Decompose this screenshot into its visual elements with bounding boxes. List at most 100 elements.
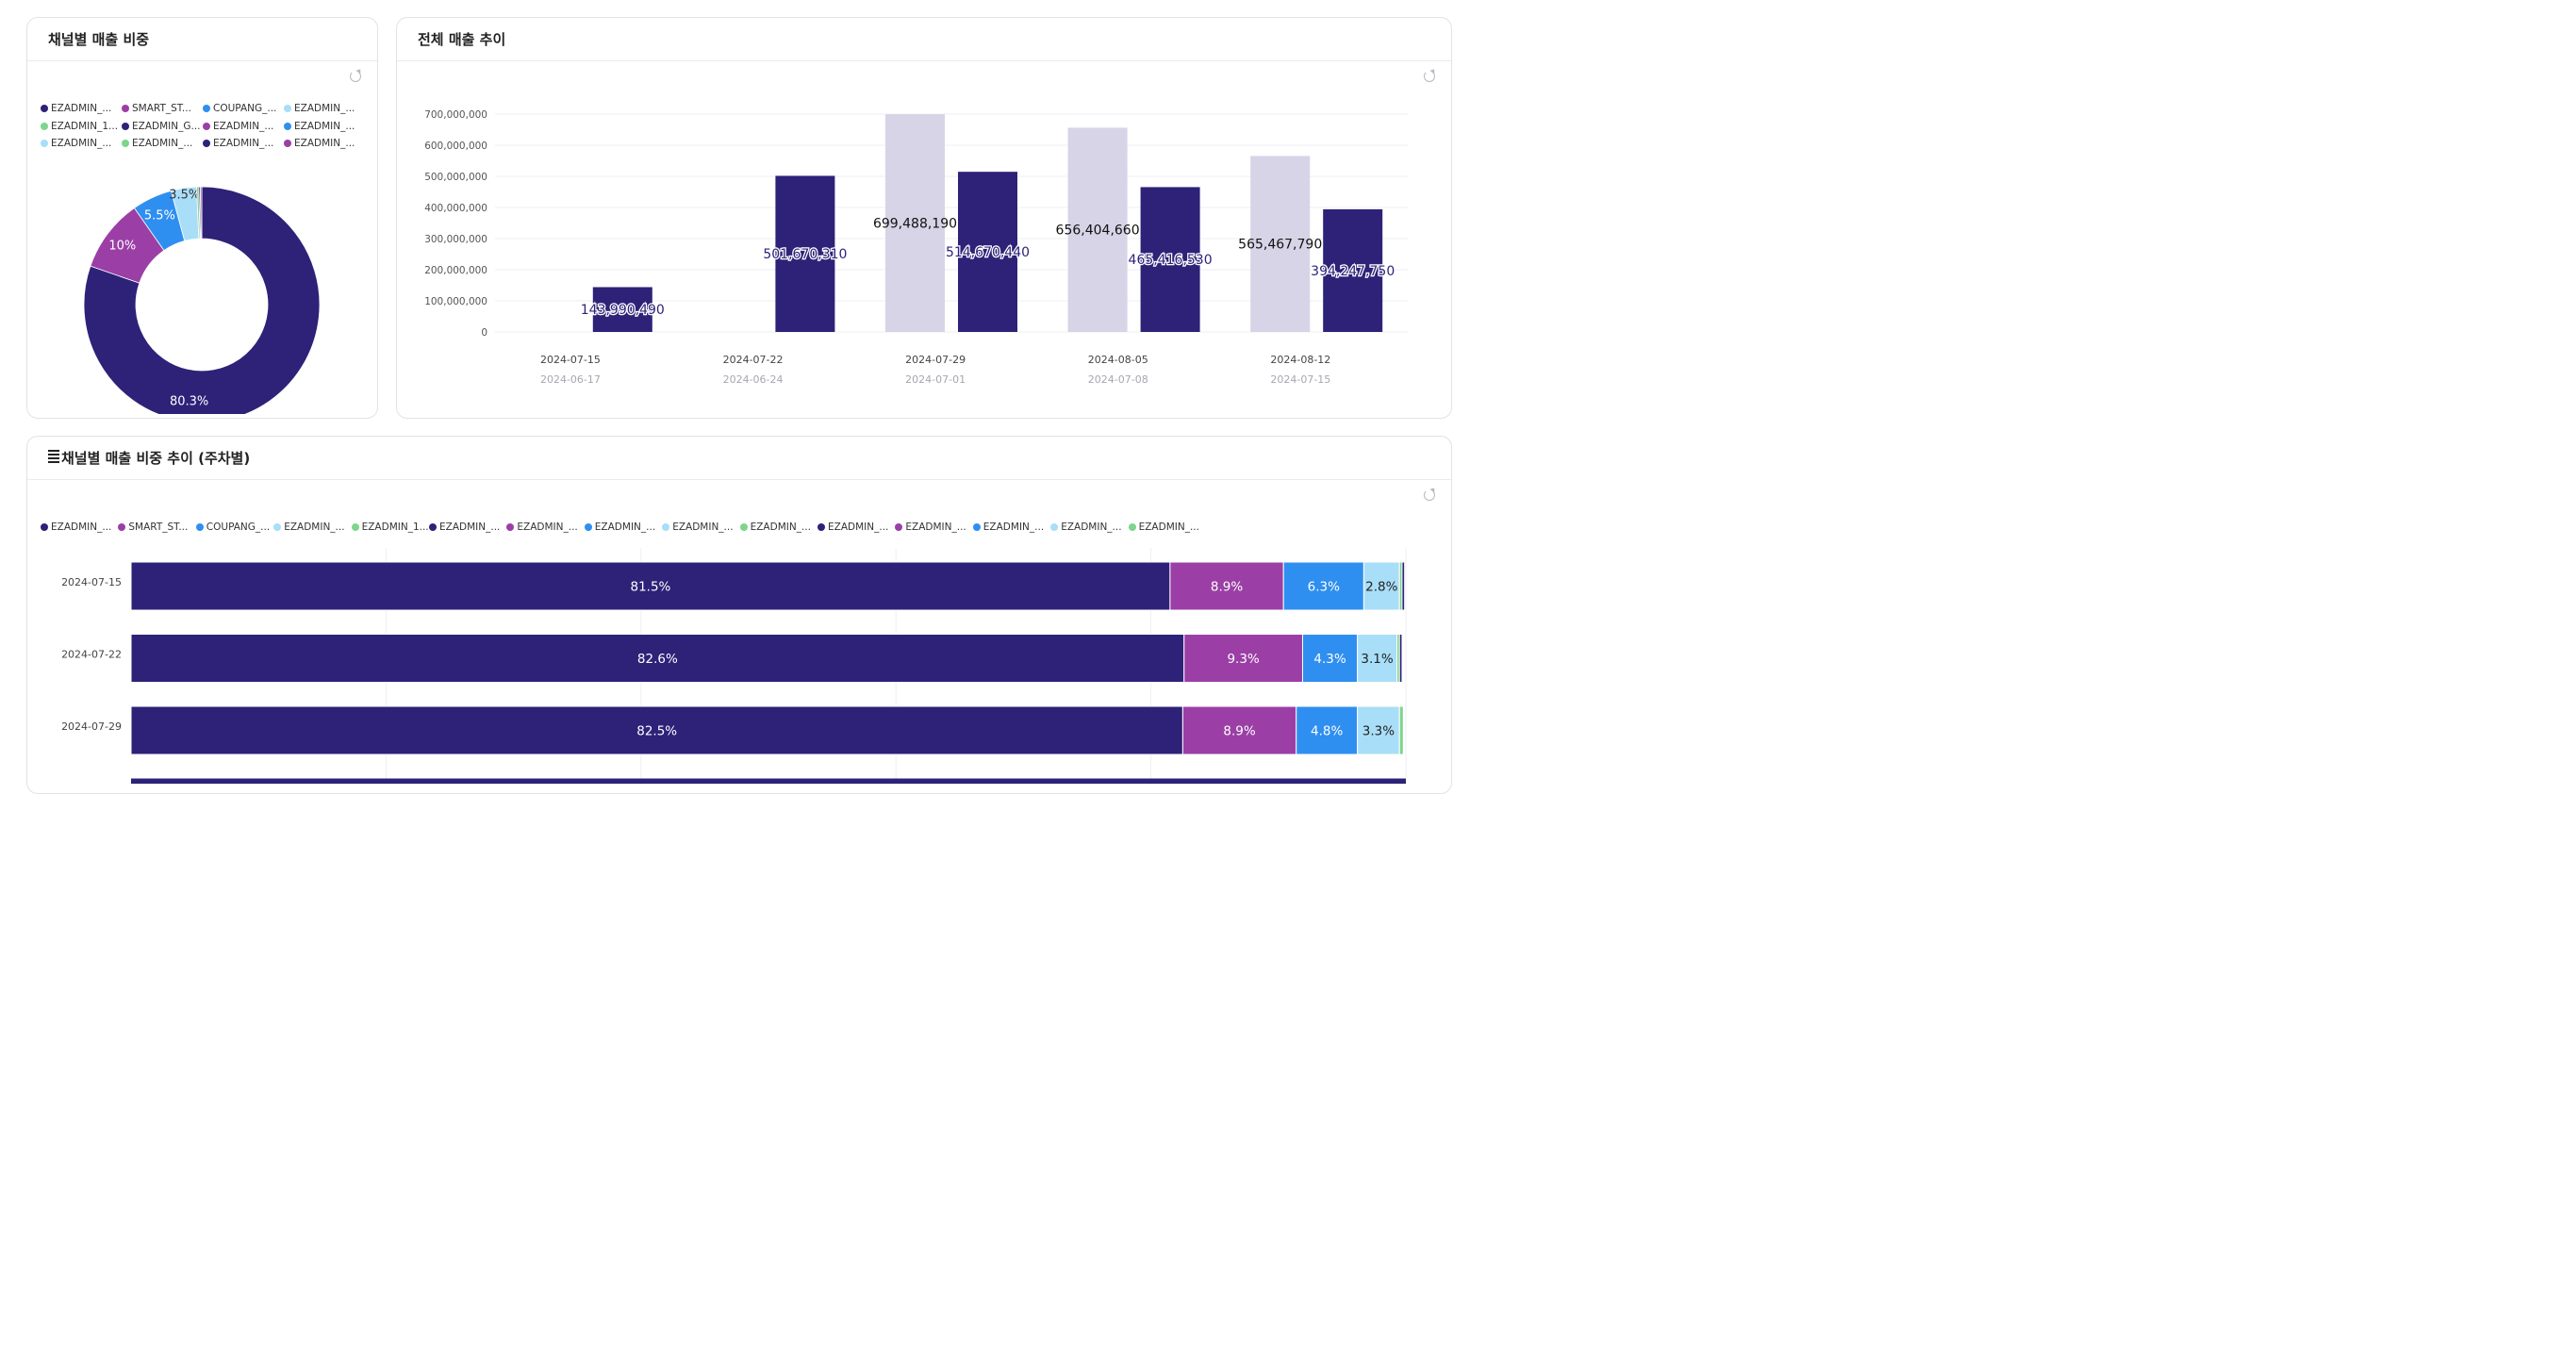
weekly-channel-share-card: 채널별 매출 비중 추이 (주차별) EZADMIN_... SMART_ST..…: [26, 436, 1452, 794]
stack-segment[interactable]: [1362, 561, 1400, 611]
legend-item[interactable]: EZADMIN_1...: [351, 522, 429, 533]
legend-label: EZADMIN_...: [983, 522, 1045, 533]
x-tick-label: 2024-08-12: [1270, 354, 1330, 366]
legend-item[interactable]: EZADMIN_...: [284, 103, 355, 114]
bar-previous-label: 699,488,190: [873, 217, 957, 232]
legend-label: EZADMIN_1...: [361, 522, 429, 533]
refresh-icon[interactable]: [1424, 71, 1435, 82]
legend-item[interactable]: EZADMIN_...: [284, 121, 355, 132]
legend-item[interactable]: COUPANG_...: [195, 522, 270, 533]
stack-segment-label: 82.6%: [637, 652, 678, 667]
stack-segment[interactable]: [1401, 561, 1406, 611]
y-tick-label: 200,000,000: [424, 265, 487, 276]
legend-item[interactable]: EZADMIN_...: [584, 522, 655, 533]
stack-segment-label: 4.3%: [1313, 652, 1346, 667]
legend-item[interactable]: EZADMIN_...: [41, 138, 111, 149]
x-tick-label: 2024-08-05: [1088, 354, 1148, 366]
x-subtick-label: 2024-06-17: [540, 373, 601, 386]
bar-current[interactable]: [1323, 208, 1383, 332]
pie-legend: EZADMIN_... SMART_ST... COUPANG_... EZADMIN…: [41, 103, 371, 159]
weekly-channel-share-title-text: 채널별 매출 비중 추이 (주차별): [61, 450, 251, 467]
legend-item[interactable]: EZADMIN_...: [122, 138, 192, 149]
x-subtick-label: 2024-07-15: [1270, 373, 1330, 386]
legend-item[interactable]: EZADMIN_...: [203, 121, 273, 132]
legend-label: EZADMIN_...: [1061, 522, 1122, 533]
legend-dot: [584, 523, 592, 531]
legend-item[interactable]: EZADMIN_...: [429, 522, 500, 533]
stack-segment[interactable]: [1169, 561, 1284, 611]
donut-slice-label: 10%: [108, 239, 136, 253]
legend-dot: [41, 523, 48, 531]
stack-segment[interactable]: [1398, 634, 1403, 683]
bar-current-label: 394,247,750: [1311, 264, 1395, 279]
stack-segment-label: 3.3%: [1362, 724, 1395, 739]
stack-segment-label: 4.8%: [1311, 724, 1343, 739]
legend-item[interactable]: EZADMIN_...: [273, 522, 345, 533]
legend-item[interactable]: EZADMIN_...: [817, 522, 888, 533]
y-tick-label: 500,000,000: [424, 172, 487, 183]
stack-segment[interactable]: [1357, 634, 1398, 683]
legend-label: COUPANG_...: [213, 103, 277, 114]
stacked-share-chart: 2024-07-15 81.5% 8.9% 6.3% 2.8% 2024-07-22 82.…: [61, 548, 1407, 785]
stack-row-partial[interactable]: [131, 778, 1406, 785]
stack-segment[interactable]: [1282, 561, 1364, 611]
stack-segment[interactable]: [130, 634, 1185, 683]
legend-label: EZADMIN_...: [517, 522, 578, 533]
legend-item[interactable]: EZADMIN_...: [662, 522, 734, 533]
legend-label: SMART_ST...: [132, 103, 191, 114]
legend-item[interactable]: EZADMIN_G...: [122, 121, 201, 132]
stack-segment[interactable]: [130, 561, 1171, 611]
legend-label: EZADMIN_...: [750, 522, 811, 533]
legend-item[interactable]: EZADMIN_...: [284, 138, 355, 149]
legend-dot: [41, 140, 48, 147]
legend-item[interactable]: EZADMIN_1...: [41, 121, 118, 132]
legend-label: EZADMIN_...: [828, 522, 889, 533]
refresh-icon[interactable]: [350, 71, 361, 82]
bar-current[interactable]: [958, 172, 1017, 332]
legend-item[interactable]: EZADMIN_...: [972, 522, 1045, 533]
legend-item[interactable]: EZADMIN_...: [41, 522, 111, 533]
legend-dot: [662, 523, 670, 531]
legend-dot: [118, 523, 126, 531]
bar-previous-label: 565,467,790: [1238, 238, 1322, 253]
legend-item[interactable]: EZADMIN_...: [1050, 522, 1122, 533]
stack-segment-label: 8.9%: [1211, 580, 1243, 595]
stack-segment[interactable]: [1357, 705, 1400, 755]
legend-dot: [203, 140, 210, 147]
legend-dot: [122, 122, 129, 130]
bar-current[interactable]: [1140, 187, 1200, 332]
legend-item[interactable]: SMART_ST...: [122, 103, 191, 114]
legend-item[interactable]: EZADMIN_...: [203, 138, 273, 149]
donut-slice[interactable]: [200, 186, 203, 240]
stack-segment[interactable]: [1183, 634, 1303, 683]
donut-slice-label: 5.5%: [144, 208, 175, 223]
bar-current[interactable]: [775, 175, 835, 332]
stack-segment-label: 9.3%: [1227, 652, 1259, 667]
legend-item[interactable]: EZADMIN_...: [506, 522, 578, 533]
x-tick-label: 2024-07-29: [905, 354, 966, 366]
legend-dot: [41, 122, 48, 130]
bar-previous[interactable]: [1067, 127, 1128, 332]
legend-label: EZADMIN_...: [213, 138, 274, 149]
refresh-icon[interactable]: [1424, 489, 1435, 501]
legend-item[interactable]: EZADMIN_...: [739, 522, 811, 533]
legend-label: EZADMIN_...: [213, 120, 274, 132]
legend-item[interactable]: COUPANG_...: [203, 103, 276, 114]
total-sales-trend-title: 전체 매출 추이: [418, 31, 506, 48]
stack-segment-label: 8.9%: [1223, 724, 1255, 739]
stack-segment[interactable]: [1301, 634, 1359, 683]
legend-item[interactable]: SMART_ST...: [118, 522, 188, 533]
legend-item[interactable]: EZADMIN_...: [1128, 522, 1199, 533]
legend-item[interactable]: EZADMIN_...: [41, 103, 111, 114]
bar-previous[interactable]: [885, 114, 945, 332]
legend-item[interactable]: EZADMIN_...: [895, 522, 966, 533]
stack-segment[interactable]: [1398, 705, 1404, 755]
donut-slice[interactable]: [83, 186, 321, 414]
donut-chart: 80.3% 10% 5.5% 3.5%: [83, 186, 321, 414]
legend-label: EZADMIN_...: [51, 103, 112, 114]
bar-current[interactable]: [592, 287, 652, 332]
bar-previous[interactable]: [1250, 156, 1311, 332]
channel-share-card: 채널별 매출 비중 EZADMIN_... SMART_ST... COUPANG_…: [26, 17, 378, 419]
stack-segment[interactable]: [1181, 705, 1297, 755]
legend-dot: [203, 122, 210, 130]
